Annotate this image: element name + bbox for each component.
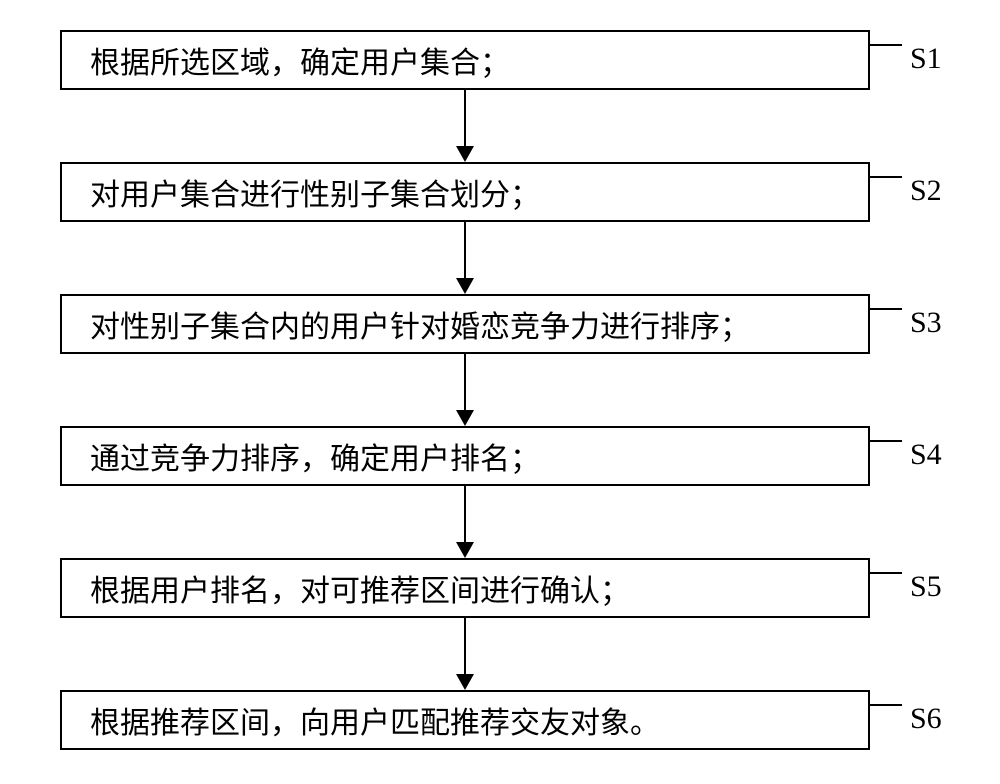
arrowhead-s3-s4 (456, 410, 474, 426)
step-label-s1: S1 (910, 42, 942, 76)
label-tick-s6 (870, 704, 902, 706)
step-text-s5: 根据用户排名，对可推荐区间进行确认； (90, 566, 630, 610)
label-tick-s2 (870, 176, 902, 178)
arrowhead-s4-s5 (456, 542, 474, 558)
arrowhead-s5-s6 (456, 674, 474, 690)
connector-s5-s6 (464, 618, 466, 674)
label-tick-s1 (870, 44, 902, 46)
step-box-s5: 根据用户排名，对可推荐区间进行确认； (60, 558, 870, 618)
flowchart-canvas: 根据所选区域，确定用户集合； S1 对用户集合进行性别子集合划分； S2 对性别… (0, 0, 1000, 784)
label-tick-s4 (870, 440, 902, 442)
step-box-s3: 对性别子集合内的用户针对婚恋竞争力进行排序； (60, 294, 870, 354)
step-label-s6: S6 (910, 702, 942, 736)
step-box-s6: 根据推荐区间，向用户匹配推荐交友对象。 (60, 690, 870, 750)
step-label-s4: S4 (910, 438, 942, 472)
step-text-s1: 根据所选区域，确定用户集合； (90, 38, 510, 82)
connector-s1-s2 (464, 90, 466, 146)
label-tick-s5 (870, 572, 902, 574)
arrowhead-s2-s3 (456, 278, 474, 294)
connector-s2-s3 (464, 222, 466, 278)
step-box-s2: 对用户集合进行性别子集合划分； (60, 162, 870, 222)
step-label-s5: S5 (910, 570, 942, 604)
arrowhead-s1-s2 (456, 146, 474, 162)
step-label-s3: S3 (910, 306, 942, 340)
step-text-s2: 对用户集合进行性别子集合划分； (90, 170, 540, 214)
step-box-s4: 通过竞争力排序，确定用户排名； (60, 426, 870, 486)
step-text-s4: 通过竞争力排序，确定用户排名； (90, 434, 540, 478)
step-box-s1: 根据所选区域，确定用户集合； (60, 30, 870, 90)
connector-s3-s4 (464, 354, 466, 410)
label-tick-s3 (870, 308, 902, 310)
step-text-s3: 对性别子集合内的用户针对婚恋竞争力进行排序； (90, 302, 750, 346)
step-text-s6: 根据推荐区间，向用户匹配推荐交友对象。 (90, 698, 660, 742)
step-label-s2: S2 (910, 174, 942, 208)
connector-s4-s5 (464, 486, 466, 542)
